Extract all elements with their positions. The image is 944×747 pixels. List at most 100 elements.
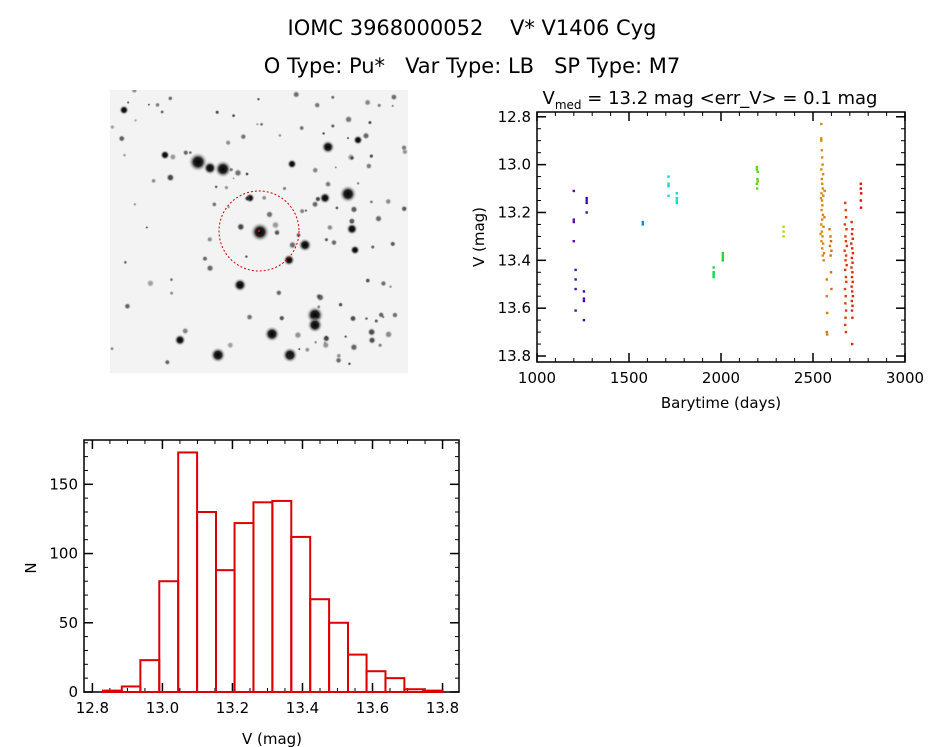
star — [244, 171, 250, 177]
star — [282, 186, 288, 192]
lc-ytick-label: 13.2 — [498, 203, 531, 221]
lc-data-point — [755, 182, 759, 185]
hist-bar — [120, 685, 142, 694]
lc-title-v: V — [543, 88, 556, 109]
lc-data-point — [820, 192, 823, 195]
lc-data-point — [712, 271, 715, 274]
lc-data-point — [843, 249, 846, 252]
lc-data-point — [828, 228, 831, 231]
lc-data-point — [820, 139, 823, 142]
lc-title: Vmed = 13.2 mag <err_V> = 0.1 mag — [543, 88, 878, 112]
star — [299, 208, 306, 215]
star — [337, 301, 344, 308]
star — [288, 240, 297, 250]
lc-data-point — [850, 242, 853, 245]
star — [384, 197, 392, 206]
star — [210, 347, 226, 363]
star — [256, 97, 261, 102]
lc-data-point — [844, 268, 847, 272]
lc-data-point — [850, 266, 853, 269]
lc-data-point — [585, 211, 588, 214]
star — [271, 220, 280, 230]
star — [123, 260, 128, 265]
lc-data-point — [755, 168, 759, 171]
star — [364, 316, 369, 321]
lc-data-point — [582, 290, 586, 293]
lc-data-point — [844, 208, 847, 212]
star — [344, 115, 353, 124]
lc-data-point — [822, 251, 826, 255]
lc-data-point — [756, 177, 759, 181]
lc-data-point — [844, 235, 847, 238]
lc-data-point — [851, 228, 854, 231]
star — [384, 330, 393, 339]
lc-data-point — [844, 216, 848, 219]
lc-data-point — [829, 271, 833, 274]
star — [255, 122, 260, 126]
star — [356, 181, 361, 186]
lc-data-point — [851, 316, 854, 319]
star — [349, 314, 357, 323]
star — [349, 205, 359, 214]
lc-data-point — [582, 299, 586, 303]
lc-data-point — [850, 247, 854, 250]
lc-data-point — [756, 187, 759, 190]
lc-data-point — [782, 235, 785, 238]
star — [245, 313, 254, 321]
lc-data-point — [574, 268, 577, 272]
lc-data-point — [572, 189, 575, 193]
star — [231, 113, 236, 118]
lc-data-point — [829, 239, 833, 243]
star — [339, 185, 357, 203]
lc-data-point — [828, 244, 832, 248]
star — [364, 277, 371, 284]
star — [311, 200, 319, 209]
star — [322, 334, 331, 343]
hist-xtick-label: 13.6 — [356, 699, 389, 717]
star — [376, 102, 382, 109]
lc-title-sub: med — [555, 98, 582, 112]
lc-data-point — [851, 251, 855, 255]
lc-data-point — [843, 223, 847, 226]
lc-data-point — [667, 184, 670, 188]
target-marker — [257, 229, 261, 233]
star — [390, 93, 398, 101]
lc-data-point — [721, 259, 725, 262]
lc-data-point — [675, 192, 679, 195]
star — [188, 150, 193, 155]
lc-data-point — [850, 309, 854, 312]
sky-image — [109, 90, 408, 373]
star — [109, 124, 116, 130]
star — [334, 356, 343, 364]
hist-ylabel: N — [22, 562, 40, 573]
lc-data-point — [829, 254, 832, 257]
star — [160, 150, 170, 160]
lc-data-point — [844, 259, 847, 262]
star — [109, 346, 115, 352]
lc-data-point — [823, 189, 826, 193]
hist-ytick-label: 100 — [49, 545, 78, 563]
star — [133, 118, 138, 123]
star — [119, 105, 129, 115]
star — [293, 330, 303, 340]
title-line-1: IOMC 3968000052 V* V1406 Cyg — [287, 16, 657, 40]
star — [374, 214, 383, 223]
lc-data-point — [844, 330, 848, 334]
lc-data-point — [667, 194, 670, 197]
hist-bar — [177, 451, 199, 694]
star — [211, 201, 218, 208]
star — [369, 199, 374, 205]
star — [147, 103, 151, 107]
star — [169, 277, 174, 282]
lc-data-point — [756, 180, 759, 183]
lc-ytick-label: 13.0 — [498, 156, 531, 174]
hist-bar — [139, 659, 161, 694]
star — [365, 162, 373, 170]
hist-bar — [290, 535, 312, 694]
star — [205, 264, 215, 273]
lc-data-point — [845, 263, 848, 267]
lc-data-point — [574, 287, 577, 291]
lc-data-point — [712, 266, 715, 269]
lc-data-point — [721, 251, 725, 255]
star — [228, 167, 234, 173]
